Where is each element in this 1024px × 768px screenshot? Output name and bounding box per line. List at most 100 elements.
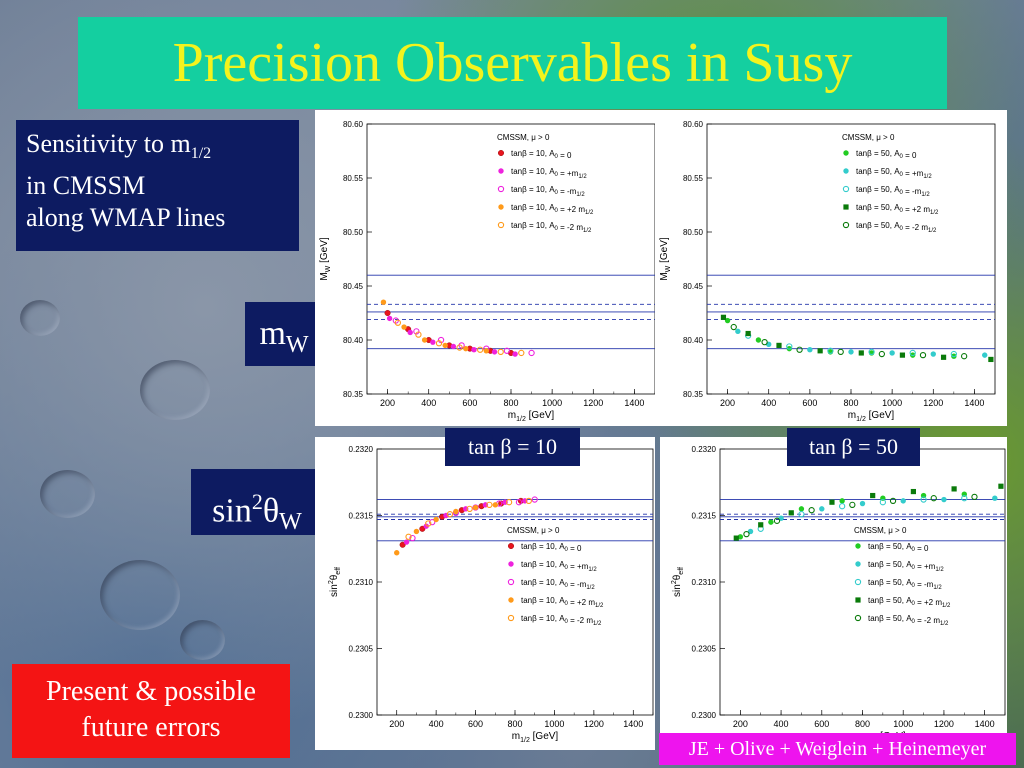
data-point xyxy=(730,323,737,331)
y-tick-label: 0.2310 xyxy=(692,578,717,587)
data-point xyxy=(743,530,750,538)
sensitivity-line-2: in CMSSM xyxy=(26,171,146,201)
data-point xyxy=(950,350,958,358)
y-axis-label: sin2θeff xyxy=(671,567,685,597)
background-crater xyxy=(100,560,180,630)
data-point xyxy=(446,511,454,518)
x-tick-label: 1400 xyxy=(623,719,643,729)
data-point xyxy=(819,506,825,512)
data-point xyxy=(768,519,774,525)
legend-entry: tanβ = 50, A0 = -m1/2 xyxy=(856,185,930,198)
data-point xyxy=(998,483,1004,489)
x-tick-label: 1400 xyxy=(964,398,984,408)
data-point xyxy=(900,498,906,504)
x-tick-label: 1000 xyxy=(893,719,913,729)
y-tick-label: 80.45 xyxy=(343,282,364,291)
data-point xyxy=(755,337,762,343)
legend-marker xyxy=(497,150,504,157)
data-point xyxy=(386,315,393,322)
chart-mw-tb50: 200 400 600 800 1000 1200 1400 80.35 80.40 80.45 8… xyxy=(659,120,996,423)
author-credit: JE + Olive + Weiglein + Heinemeyer xyxy=(659,733,1016,765)
data-point xyxy=(413,528,420,535)
x-tick-label: 1200 xyxy=(923,398,943,408)
data-point xyxy=(476,346,484,353)
y-tick-label: 0.2305 xyxy=(349,645,374,654)
chart-mw-tb10: 200 400 600 800 1000 1200 1400 80.35 80.40 80.45 8… xyxy=(319,120,655,423)
data-point xyxy=(515,499,523,506)
data-point xyxy=(483,348,490,354)
background-crater xyxy=(180,620,225,660)
data-point xyxy=(878,350,886,358)
data-point xyxy=(859,500,866,507)
sin-theta-label-box: sin2θW xyxy=(191,469,323,535)
legend-entry: tanβ = 50, A0 = -2 m1/2 xyxy=(856,221,937,234)
plot-frame xyxy=(719,448,1006,716)
x-axis-label: m1/2 [GeV] xyxy=(512,731,559,744)
legend-title: CMSSM, μ > 0 xyxy=(854,526,907,535)
sin-label-sup: 2 xyxy=(251,489,263,514)
y-tick-label: 80.35 xyxy=(683,390,704,399)
tan-beta-50-label: tan β = 50 xyxy=(787,428,920,466)
data-point xyxy=(796,346,803,353)
x-tick-label: 1000 xyxy=(882,398,902,408)
data-point xyxy=(486,501,493,509)
data-point xyxy=(471,347,477,353)
mw-label-main: m xyxy=(259,315,286,352)
data-point xyxy=(425,520,432,527)
x-tick-label: 400 xyxy=(761,398,776,408)
x-tick-label: 1400 xyxy=(975,719,995,729)
data-point xyxy=(435,340,443,347)
sensitivity-box: Sensitivity to m1/2 in CMSSM along WMAP … xyxy=(16,120,299,251)
y-tick-label: 80.55 xyxy=(683,174,704,183)
data-point xyxy=(409,534,416,542)
sensitivity-subscript: 1/2 xyxy=(190,145,212,163)
sin-label-theta: θ xyxy=(262,492,280,530)
x-axis-label: m1/2 [GeV] xyxy=(508,410,555,423)
x-tick-label: 1200 xyxy=(934,719,954,729)
y-tick-label: 0.2315 xyxy=(349,512,374,521)
data-point xyxy=(405,533,412,540)
legend-entry: tanβ = 10, A0 = 0 xyxy=(521,542,582,553)
x-tick-label: 800 xyxy=(855,719,870,729)
data-point xyxy=(839,498,845,504)
legend-marker xyxy=(508,597,514,603)
data-point xyxy=(430,339,436,345)
y-tick-label: 0.2315 xyxy=(692,512,717,521)
legend-marker xyxy=(497,185,505,193)
legend-entry: tanβ = 50, A0 = +m1/2 xyxy=(868,560,944,573)
errors-label-box: Present & possible future errors xyxy=(12,664,290,758)
errors-label-line-2: future errors xyxy=(81,712,221,743)
data-point xyxy=(988,356,994,363)
data-point xyxy=(737,534,744,540)
sin-label-main: sin xyxy=(212,492,252,530)
legend-marker xyxy=(507,614,515,622)
legend-marker xyxy=(854,614,862,622)
data-point xyxy=(472,504,479,511)
data-point xyxy=(920,496,927,503)
legend-entry: tanβ = 50, A0 = 0 xyxy=(868,542,929,553)
x-tick-label: 800 xyxy=(503,398,518,408)
data-point xyxy=(518,349,525,357)
data-point xyxy=(910,488,916,495)
data-point xyxy=(889,497,897,505)
data-point xyxy=(930,495,937,502)
legend-title: CMSSM, μ > 0 xyxy=(497,133,550,142)
x-tick-label: 600 xyxy=(814,719,829,729)
data-point xyxy=(868,348,875,356)
plot-frame xyxy=(376,448,654,716)
data-point xyxy=(951,486,957,492)
legend-marker xyxy=(843,204,849,210)
legend-marker xyxy=(842,185,850,193)
chart-panel-sin-tb10: 200 400 600 800 1000 1200 1400 0.2300 0.2305 0.23… xyxy=(315,437,655,750)
x-tick-label: 600 xyxy=(468,719,483,729)
data-point xyxy=(403,539,410,545)
data-point xyxy=(407,329,413,336)
mw-label-box: mW xyxy=(245,302,323,366)
data-point xyxy=(849,501,856,509)
data-point xyxy=(456,344,463,351)
legend-marker xyxy=(507,578,515,586)
data-point xyxy=(889,350,895,356)
y-tick-label: 80.40 xyxy=(343,336,364,345)
data-point xyxy=(788,510,794,516)
data-point xyxy=(733,535,739,541)
